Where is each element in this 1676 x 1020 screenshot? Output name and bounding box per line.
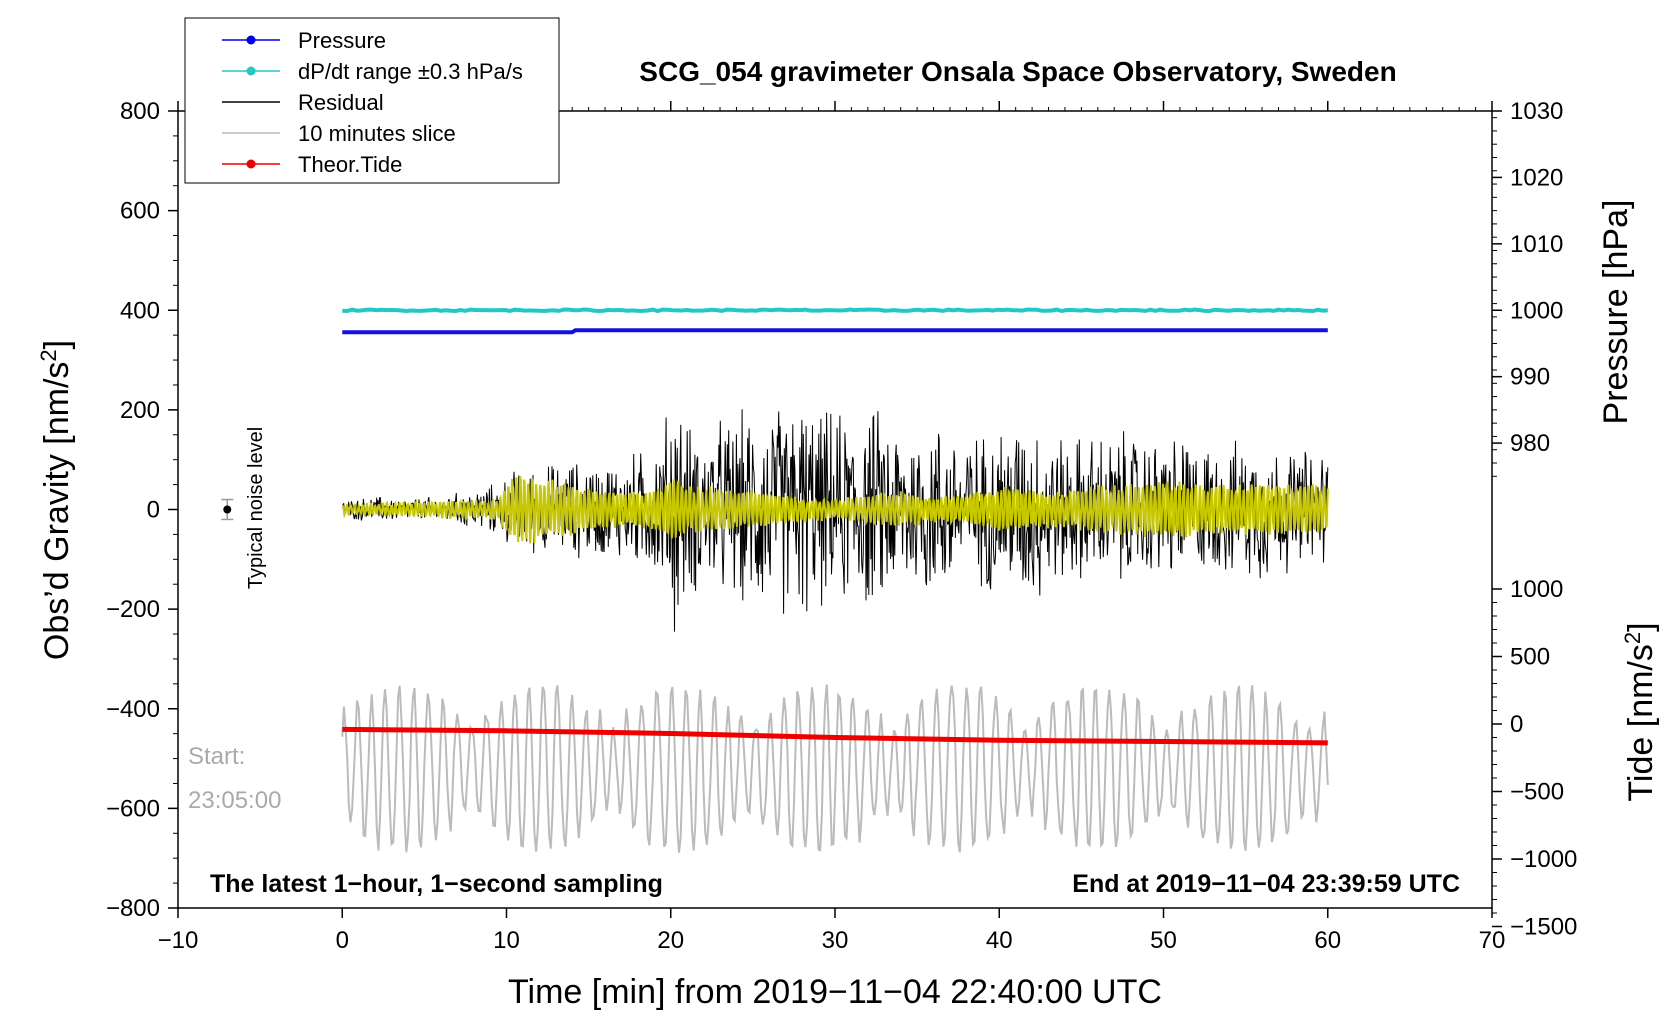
series-layer xyxy=(341,307,1329,853)
legend: Pressure dP/dt range ±0.3 hPa/s Residual 10… xyxy=(184,17,560,184)
legend-label: Theor.Tide xyxy=(298,152,402,177)
tide-tick-label: −1500 xyxy=(1510,914,1577,941)
legend-label: Pressure xyxy=(298,28,386,53)
x-tick-label: 60 xyxy=(1314,927,1341,954)
legend-label: dP/dt range ±0.3 hPa/s xyxy=(298,59,523,84)
legend-label: 10 minutes slice xyxy=(298,121,456,146)
tide-tick-label: 1000 xyxy=(1510,576,1563,603)
series-residual xyxy=(341,409,1329,632)
noise-point xyxy=(223,505,232,514)
y-left-tick-label: −200 xyxy=(106,596,160,623)
y-axis-left-title: Obs’d Gravity [nm/s2] xyxy=(36,340,76,660)
legend-marker xyxy=(246,66,256,76)
x-axis-title: Time [min] from 2019−11−04 22:40:00 UTC xyxy=(508,973,1162,1011)
x-tick-label: 0 xyxy=(336,927,349,954)
x-tick-label: 40 xyxy=(986,927,1013,954)
tide-tick-label: −1000 xyxy=(1510,846,1577,873)
tide-tick-label: 0 xyxy=(1510,711,1523,738)
x-tick-label: 20 xyxy=(657,927,684,954)
legend-marker xyxy=(246,35,256,45)
start-label: Start: xyxy=(188,743,245,770)
y-left-tick-label: 600 xyxy=(120,198,160,225)
pressure-tick-label: 1010 xyxy=(1510,231,1563,258)
x-axis: −10 0 10 20 30 40 50 60 70 xyxy=(158,101,1506,954)
series-yellow-overlay xyxy=(341,475,1329,544)
series-10min-slice xyxy=(341,684,1329,853)
y-left-tick-label: 400 xyxy=(120,297,160,324)
series-dpdt xyxy=(342,307,1328,314)
x-tick-label: 10 xyxy=(493,927,520,954)
pressure-tick-label: 980 xyxy=(1510,430,1550,457)
noise-label: Typical noise level xyxy=(245,427,267,589)
y-axis-tide-title: Tide [nm/s2] xyxy=(1620,622,1660,801)
noise-marker xyxy=(221,498,234,521)
footer-right-note: End at 2019−11−04 23:39:59 UTC xyxy=(1072,870,1460,898)
y-left-tick-label: 800 xyxy=(120,98,160,125)
x-tick-label: 50 xyxy=(1150,927,1177,954)
y-left-tick-label: −800 xyxy=(106,895,160,922)
y-left-tick-label: 0 xyxy=(147,497,160,524)
y-left-tick-label: 200 xyxy=(120,397,160,424)
pressure-tick-label: 1030 xyxy=(1510,98,1563,125)
legend-label: Residual xyxy=(298,90,384,115)
pressure-tick-label: 990 xyxy=(1510,364,1550,391)
plot-area xyxy=(177,110,1493,909)
y-axis-right: 1030 1020 1010 1000 990 980 1000 500 0 −500 −1000 −… xyxy=(1492,98,1577,941)
y-axis-pressure-title: Pressure [hPa] xyxy=(1597,200,1635,425)
pressure-tick-label: 1020 xyxy=(1510,164,1563,191)
series-pressure xyxy=(342,328,1328,335)
x-tick-label: 30 xyxy=(822,927,849,954)
y-axis-left: 800 600 400 200 0 −200 −400 −600 −800 xyxy=(106,98,178,922)
tide-tick-label: 500 xyxy=(1510,644,1550,671)
start-time: 23:05:00 xyxy=(188,787,281,814)
x-tick-label: −10 xyxy=(158,927,199,954)
series-theor-tide xyxy=(342,726,1328,746)
x-tick-label: 70 xyxy=(1479,927,1506,954)
pressure-tick-label: 1000 xyxy=(1510,297,1563,324)
y-left-tick-label: −400 xyxy=(106,696,160,723)
y-left-tick-label: −600 xyxy=(106,795,160,822)
tide-tick-label: −500 xyxy=(1510,779,1564,806)
legend-box xyxy=(184,17,560,184)
legend-marker xyxy=(246,159,256,169)
footer-left-note: The latest 1−hour, 1−second sampling xyxy=(210,870,663,898)
chart-title: SCG_054 gravimeter Onsala Space Observat… xyxy=(639,56,1396,87)
